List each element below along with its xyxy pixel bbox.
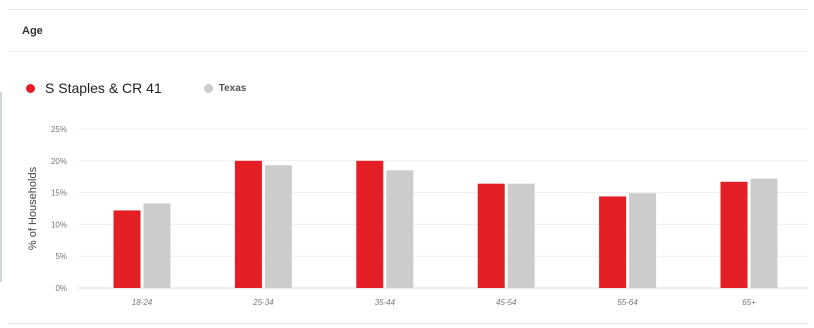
legend-dot-texas [203, 83, 213, 93]
legend-item-texas[interactable]: Texas [203, 82, 247, 94]
y-tick-label: 0% [55, 284, 67, 293]
legend-dot-primary [26, 83, 35, 93]
bar-primary[interactable] [477, 183, 505, 288]
bar-primary[interactable] [599, 196, 627, 288]
y-tick-label: 5% [55, 252, 67, 261]
legend-label-texas: Texas [218, 82, 247, 94]
y-axis-label: % of Households [27, 166, 39, 250]
y-tick-label: 15% [51, 189, 67, 198]
x-tick-label: 55-64 [617, 298, 638, 307]
bar-texas[interactable] [264, 165, 292, 288]
bar-texas[interactable] [143, 203, 171, 288]
y-tick-label: 10% [51, 220, 67, 229]
bar-texas[interactable] [629, 193, 657, 288]
x-tick-label: 25-34 [252, 298, 274, 307]
bottom-divider [8, 323, 808, 324]
bar-texas[interactable] [750, 178, 778, 288]
bar-primary[interactable] [720, 181, 748, 288]
section-title: Age [22, 25, 43, 37]
title-divider [8, 51, 808, 52]
x-tick-label: 18-24 [132, 298, 153, 307]
x-tick-label: 35-44 [375, 298, 396, 307]
x-tick-label: 65+ [742, 298, 756, 307]
y-tick-label: 25% [51, 125, 67, 134]
bars [113, 160, 778, 288]
top-divider [8, 9, 808, 10]
legend-item-primary[interactable]: S Staples & CR 41 [26, 80, 162, 96]
bar-texas[interactable] [507, 183, 535, 288]
chart-legend: S Staples & CR 41 Texas [26, 78, 246, 98]
x-tick-labels: 18-24 25-34 35-44 45-54 55-64 65+ [132, 298, 756, 307]
bar-primary[interactable] [234, 160, 262, 288]
grid-lines [78, 128, 808, 289]
bar-primary[interactable] [113, 210, 141, 288]
bar-texas[interactable] [386, 170, 414, 288]
bar-primary[interactable] [356, 160, 384, 288]
left-edge-marker [0, 92, 2, 282]
y-tick-label: 20% [51, 157, 67, 166]
x-tick-label: 45-54 [496, 298, 517, 307]
y-tick-labels: 0% 5% 10% 15% 20% 25% [51, 125, 67, 293]
legend-label-primary: S Staples & CR 41 [45, 80, 162, 96]
